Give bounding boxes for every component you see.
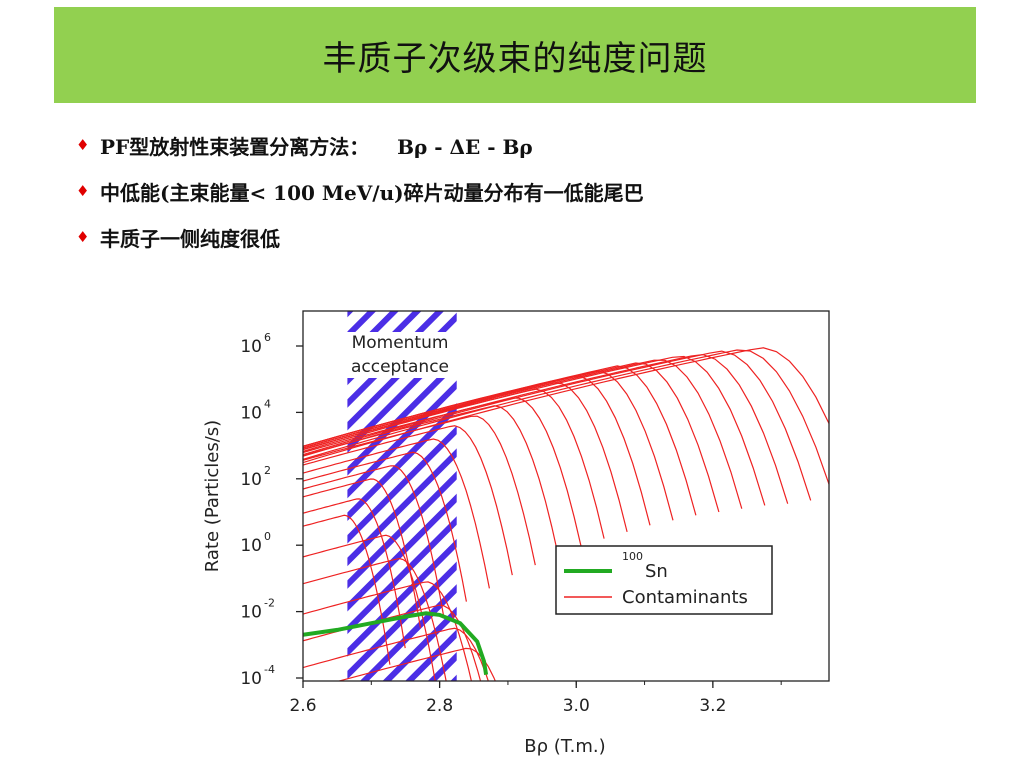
acceptance-label-bg bbox=[340, 332, 462, 378]
contaminant-curve bbox=[303, 353, 789, 504]
legend-sn100-label: Sn bbox=[645, 561, 668, 582]
x-tick-label: 3.0 bbox=[563, 696, 590, 716]
bullet-text: 中低能(主束能量< 100 MeV/u)碎片动量分布有一低能尾巴 bbox=[100, 180, 644, 205]
contaminant-curve bbox=[303, 581, 472, 681]
y-tick-exponent: -2 bbox=[264, 597, 275, 610]
y-axis-label: Rate (Particles/s) bbox=[202, 420, 223, 572]
x-axis-label: Bρ (T.m.) bbox=[524, 736, 605, 757]
contaminant-curve bbox=[303, 438, 490, 589]
contaminant-curve bbox=[303, 349, 829, 485]
contaminant-curve bbox=[303, 514, 391, 665]
contaminant-curve bbox=[303, 397, 582, 548]
y-tick-label: 10 bbox=[240, 669, 262, 689]
contaminant-curve bbox=[303, 415, 536, 566]
contaminant-curve bbox=[303, 498, 406, 649]
plot-frame bbox=[302, 310, 830, 682]
contaminant-curve bbox=[303, 382, 628, 533]
y-tick-label: 10 bbox=[240, 470, 262, 490]
y-tick-label: 10 bbox=[240, 337, 262, 357]
x-tick-label: 2.8 bbox=[426, 696, 453, 716]
x-tick-label: 3.2 bbox=[699, 696, 726, 716]
contaminant-curve bbox=[303, 350, 812, 501]
legend: 100 Sn Contaminants bbox=[555, 545, 773, 615]
curves bbox=[303, 347, 829, 681]
y-tick-label: 10 bbox=[240, 403, 262, 423]
x-tick-label: 2.6 bbox=[289, 696, 316, 716]
bullet-item: ♦ 丰质子一侧纯度很低 bbox=[76, 224, 644, 251]
contaminant-curve bbox=[303, 465, 444, 616]
bullet-list: ♦ PF型放射性束装置分离方法： Bρ - ΔE - Bρ ♦ 中低能(主束能量… bbox=[76, 132, 644, 270]
contaminant-curve bbox=[303, 478, 422, 629]
diamond-bullet-icon: ♦ bbox=[76, 136, 90, 154]
contaminant-curve bbox=[303, 375, 651, 526]
y-tick-exponent: -4 bbox=[264, 663, 275, 676]
y-tick-exponent: 6 bbox=[264, 331, 271, 344]
y-tick-exponent: 4 bbox=[264, 397, 271, 410]
legend-sn100-mass: 100 bbox=[622, 550, 643, 563]
bullet-item: ♦ PF型放射性束装置分离方法： Bρ - ΔE - Bρ bbox=[76, 132, 644, 159]
y-tick-exponent: 0 bbox=[264, 530, 271, 543]
acceptance-label-line2: acceptance bbox=[351, 357, 449, 377]
legend-box bbox=[555, 545, 773, 615]
contaminant-curve bbox=[303, 557, 447, 681]
slide-title: 丰质子次级束的纯度问题 bbox=[322, 38, 708, 79]
y-tick-exponent: 2 bbox=[264, 464, 271, 477]
diamond-bullet-icon: ♦ bbox=[76, 228, 90, 246]
diamond-bullet-icon: ♦ bbox=[76, 182, 90, 200]
bullet-item: ♦ 中低能(主束能量< 100 MeV/u)碎片动量分布有一低能尾巴 bbox=[76, 178, 644, 205]
contaminant-curve bbox=[303, 425, 513, 576]
contaminant-curve bbox=[303, 405, 559, 556]
title-bar: 丰质子次级束的纯度问题 bbox=[54, 7, 976, 103]
acceptance-label-line1: Momentum bbox=[352, 333, 449, 353]
bullet-text: 丰质子一侧纯度很低 bbox=[100, 226, 280, 251]
contaminant-curve bbox=[303, 451, 467, 602]
sn100-curve bbox=[303, 611, 489, 676]
y-tick-label: 10 bbox=[240, 603, 262, 623]
momentum-acceptance-band bbox=[340, 311, 462, 681]
contaminant-curve bbox=[303, 388, 605, 539]
legend-contaminants-label: Contaminants bbox=[622, 587, 748, 608]
contaminant-curve bbox=[303, 534, 436, 681]
bullet-text: PF型放射性束装置分离方法： Bρ - ΔE - Bρ bbox=[100, 134, 533, 159]
y-tick-label: 10 bbox=[240, 536, 262, 556]
